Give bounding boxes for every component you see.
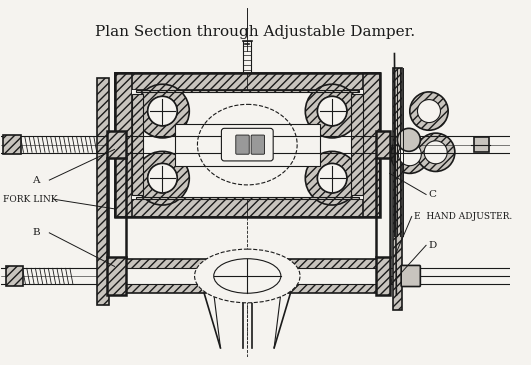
Bar [107, 257, 126, 295]
Circle shape [318, 96, 347, 126]
Circle shape [318, 96, 347, 126]
FancyBboxPatch shape [401, 265, 421, 287]
Bar [132, 94, 143, 195]
Circle shape [416, 133, 455, 172]
FancyBboxPatch shape [474, 137, 490, 152]
FancyBboxPatch shape [251, 135, 264, 154]
Bar [6, 266, 23, 285]
Circle shape [148, 96, 177, 126]
Circle shape [424, 141, 447, 164]
Text: B: B [32, 228, 40, 237]
Bar [392, 68, 402, 310]
Text: Plan Section through Adjustable Damper.: Plan Section through Adjustable Damper. [96, 25, 415, 39]
Bar [376, 257, 390, 295]
Text: E  HAND ADJUSTER.: E HAND ADJUSTER. [414, 212, 512, 221]
Bar [115, 73, 380, 216]
Bar [376, 131, 390, 158]
Circle shape [148, 164, 177, 193]
Text: D: D [428, 241, 436, 250]
Bar [107, 131, 126, 158]
Ellipse shape [214, 259, 281, 293]
Circle shape [305, 84, 359, 138]
Bar [135, 90, 359, 92]
Bar [115, 73, 132, 216]
Circle shape [318, 164, 347, 193]
Bar [135, 197, 359, 199]
Bar [352, 94, 363, 195]
Circle shape [135, 84, 189, 138]
Bar [115, 199, 380, 216]
Text: A: A [32, 176, 40, 185]
Circle shape [398, 143, 421, 166]
Bar [97, 77, 109, 305]
Bar [115, 268, 380, 284]
Circle shape [305, 151, 359, 205]
Ellipse shape [194, 249, 300, 303]
Circle shape [148, 96, 177, 126]
Circle shape [391, 135, 429, 173]
FancyBboxPatch shape [236, 135, 249, 154]
Circle shape [318, 164, 347, 193]
FancyBboxPatch shape [221, 128, 273, 161]
Bar [363, 73, 380, 216]
Circle shape [148, 164, 177, 193]
Bar [115, 73, 380, 90]
Bar [132, 90, 363, 199]
Bar [3, 135, 21, 154]
Circle shape [417, 100, 441, 123]
Text: C: C [428, 190, 436, 199]
Circle shape [410, 92, 448, 130]
Text: FORK LINK: FORK LINK [3, 195, 58, 204]
Circle shape [135, 151, 189, 205]
Circle shape [397, 128, 421, 151]
Bar [115, 259, 380, 293]
Bar [175, 123, 320, 166]
